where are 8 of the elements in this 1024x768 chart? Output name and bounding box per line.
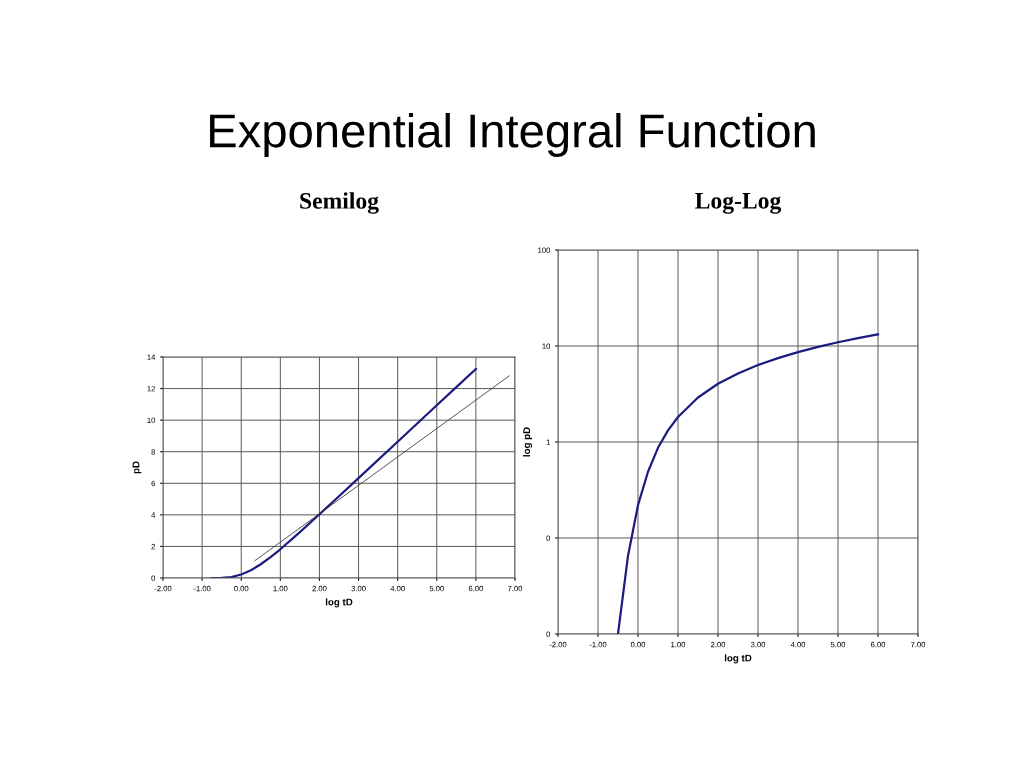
y-axis-title: pD: [132, 461, 142, 474]
x-axis-title: log tD: [325, 598, 353, 608]
x-axis-title: log tD: [724, 654, 752, 664]
chart-subtitle: Log-Log: [695, 193, 782, 214]
line-series: [616, 333, 880, 634]
chart-title: Exponential Integral Function: [210, 112, 815, 158]
y-axis-title: log pD: [522, 427, 533, 457]
chart-subtitle: Semilog: [300, 192, 379, 214]
